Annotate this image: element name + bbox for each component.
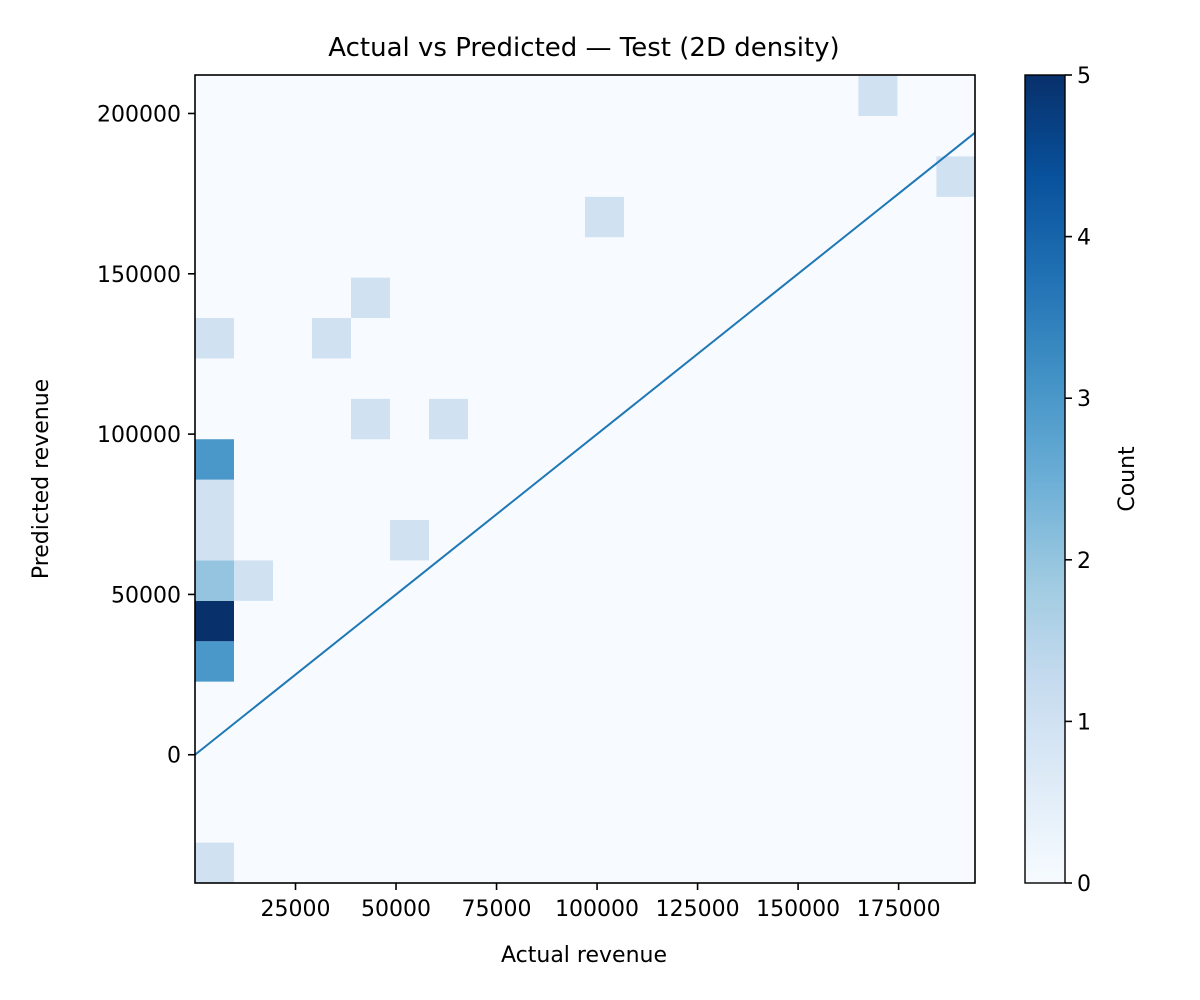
x-tick-label: 150000 [756, 897, 840, 922]
identity-line [194, 131, 976, 756]
density-cell [585, 196, 624, 238]
y-tick-label: 0 [167, 744, 181, 769]
density-cell [195, 318, 234, 359]
density-cell [195, 439, 234, 480]
x-tick-label: 175000 [857, 897, 941, 922]
colorbar-tick-label: 0 [1077, 872, 1091, 897]
density-cell [234, 560, 273, 601]
colorbar [1024, 74, 1066, 884]
x-tick-label: 75000 [462, 897, 532, 922]
colorbar-tick-label: 3 [1077, 387, 1091, 412]
density-cell [195, 842, 234, 883]
y-axis: 0 50000 100000 150000 200000 [97, 102, 195, 769]
plot-frame [194, 74, 976, 884]
x-tick-label: 125000 [656, 897, 740, 922]
density-cell [195, 641, 234, 682]
y-tick-label: 50000 [111, 583, 181, 608]
density-cell [936, 156, 976, 197]
x-axis-title: Actual revenue [501, 943, 667, 968]
y-tick-label: 150000 [97, 263, 181, 288]
density-cell [351, 277, 390, 319]
density-cells [195, 75, 976, 883]
density-cell [195, 520, 234, 561]
y-axis-title: Predicted revenue [29, 379, 54, 579]
chart-title: Actual vs Predicted — Test (2D density) [328, 33, 839, 63]
density-cell [351, 398, 390, 440]
density-cell [195, 600, 234, 642]
density-cell [858, 75, 898, 117]
colorbar-ticks: 0 1 2 3 4 5 [1065, 64, 1091, 897]
plot-background [195, 75, 975, 883]
colorbar-tick-label: 2 [1077, 549, 1091, 574]
x-tick-label: 25000 [261, 897, 331, 922]
density-cell [312, 318, 351, 359]
density-cell [429, 398, 468, 440]
colorbar-tick-label: 1 [1077, 710, 1091, 735]
density-cell [390, 520, 429, 561]
colorbar-tick-label: 4 [1077, 226, 1091, 251]
y-tick-label: 200000 [97, 102, 181, 127]
colorbar-tick-label: 5 [1077, 64, 1091, 89]
y-tick-label: 100000 [97, 423, 181, 448]
colorbar-label: Count [1115, 446, 1140, 512]
density-cell [195, 479, 234, 521]
x-tick-label: 100000 [555, 897, 639, 922]
x-axis: 25000 50000 75000 100000 125000 150000 175000 [261, 883, 941, 922]
x-tick-label: 50000 [361, 897, 431, 922]
density-cell [195, 560, 234, 601]
